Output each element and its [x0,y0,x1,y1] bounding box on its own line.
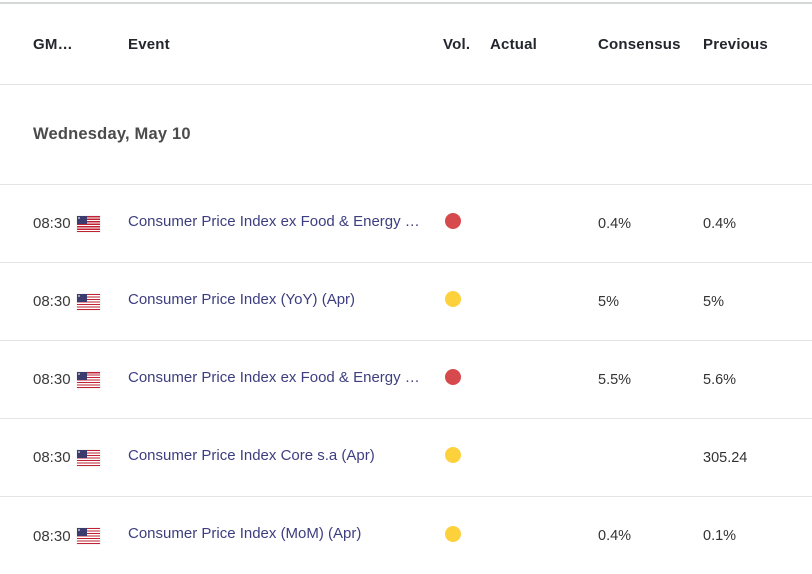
volatility-dot-icon [445,525,461,542]
previous-value: 305.24 [703,449,748,466]
vol-cell [443,447,490,468]
event-row[interactable]: 08:30 Consumer Price Index (MoM) (Apr) 0… [0,497,812,574]
vol-cell [443,213,490,234]
column-header-actual: Actual [490,35,538,53]
previous-value: 0.1% [703,528,737,544]
vol-cell [443,525,490,547]
event-cell: Consumer Price Index ex Food & Energy … [128,369,443,391]
event-cell: Consumer Price Index (YoY) (Apr) [128,291,443,313]
table-header-row: GM… Event Vol. Actual Consensus Previous [0,4,812,85]
event-row[interactable]: 08:30 Consumer Price Index ex Food & Ene… [0,341,812,419]
consensus-value: 5.5% [598,371,632,388]
column-header-consensus: Consensus [598,35,681,53]
consensus-value: 0.4% [598,528,632,544]
us-flag-icon [76,293,100,310]
event-row[interactable]: 08:30 Consumer Price Index (YoY) (Apr) 5… [0,263,812,341]
date-header: Wednesday, May 10 [33,125,191,143]
event-link[interactable]: Consumer Price Index (YoY) (Apr) [128,290,356,308]
time-cell: 08:30 [33,293,128,310]
event-time: 08:30 [33,371,71,388]
event-link[interactable]: Consumer Price Index (MoM) (Apr) [128,525,362,542]
event-time: 08:30 [33,449,71,466]
column-header-vol: Vol. [443,35,471,53]
us-flag-icon [76,371,100,388]
consensus-value: 5% [598,293,619,310]
previous-value: 5% [703,293,724,310]
event-row[interactable]: 08:30 Consumer Price Index Core s.a (Apr… [0,419,812,497]
event-cell: Consumer Price Index ex Food & Energy … [128,213,443,235]
event-rows-container: 08:30 Consumer Price Index ex Food & Ene… [0,185,812,574]
time-cell: 08:30 [33,449,128,466]
column-header-gmt: GM… [33,35,73,53]
previous-value: 0.4% [703,215,737,232]
column-header-previous: Previous [703,35,768,53]
event-cell: Consumer Price Index Core s.a (Apr) [128,447,443,469]
event-link[interactable]: Consumer Price Index Core s.a (Apr) [128,446,375,464]
vol-cell [443,291,490,312]
us-flag-icon [76,528,100,544]
us-flag-icon [76,449,100,466]
volatility-dot-icon [445,447,461,463]
volatility-dot-icon [445,213,461,229]
event-time: 08:30 [33,215,71,232]
event-link[interactable]: Consumer Price Index ex Food & Energy … [128,368,420,386]
event-time: 08:30 [33,293,71,310]
event-link[interactable]: Consumer Price Index ex Food & Energy … [128,212,420,230]
event-row[interactable]: 08:30 Consumer Price Index ex Food & Ene… [0,185,812,263]
time-cell: 08:30 [33,371,128,388]
event-cell: Consumer Price Index (MoM) (Apr) [128,525,443,547]
event-time: 08:30 [33,527,71,545]
time-cell: 08:30 [33,215,128,232]
column-header-event: Event [128,35,170,53]
volatility-dot-icon [445,369,461,385]
us-flag-icon [76,215,100,232]
date-header-row: Wednesday, May 10 [0,85,812,185]
time-cell: 08:30 [33,528,128,545]
consensus-value: 0.4% [598,215,632,232]
vol-cell [443,369,490,390]
volatility-dot-icon [445,291,461,307]
previous-value: 5.6% [703,371,737,388]
